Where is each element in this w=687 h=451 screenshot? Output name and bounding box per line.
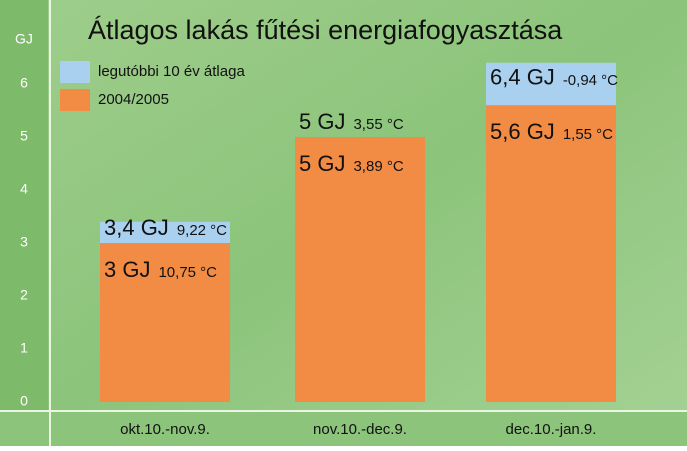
y-tick-label: 4 [20,181,28,197]
bar [295,137,425,402]
value-label: 6,4 GJ [490,65,555,90]
chart: Átlagos lakás fűtési energiafogyasztása … [0,0,687,446]
x-tick-label: dec.10.-jan.9. [506,421,597,438]
temperature-label: 1,55 °C [563,126,613,143]
legend-label: 2004/2005 [98,91,169,108]
value-label: 3 GJ [104,257,150,282]
chart-title: Átlagos lakás fűtési energiafogyasztása [88,15,563,45]
axis-strip [0,0,48,446]
x-tick-label: nov.10.-dec.9. [313,421,407,438]
temperature-label: 3,89 °C [353,158,403,175]
x-tick-label: okt.10.-nov.9. [120,421,210,438]
temperature-label: 9,22 °C [177,222,227,239]
bar [486,105,616,402]
temperature-label: -0,94 °C [563,72,618,89]
temperature-label: 3,55 °C [353,116,403,133]
y-tick-label: 2 [20,287,28,303]
y-tick-label: 5 [20,128,28,144]
temperature-label: 10,75 °C [158,264,217,281]
y-tick-label: 0 [20,393,28,409]
y-axis-label: GJ [15,31,33,47]
value-label: 5 GJ [299,109,345,134]
legend-swatch [60,61,90,83]
value-label: 5,6 GJ [490,119,555,144]
legend-label: legutóbbi 10 év átlaga [98,63,245,80]
legend-swatch [60,89,90,111]
y-tick-label: 1 [20,340,28,356]
value-label: 5 GJ [299,151,345,176]
value-label: 3,4 GJ [104,215,169,240]
y-tick-label: 6 [20,75,28,91]
y-tick-label: 3 [20,234,28,250]
